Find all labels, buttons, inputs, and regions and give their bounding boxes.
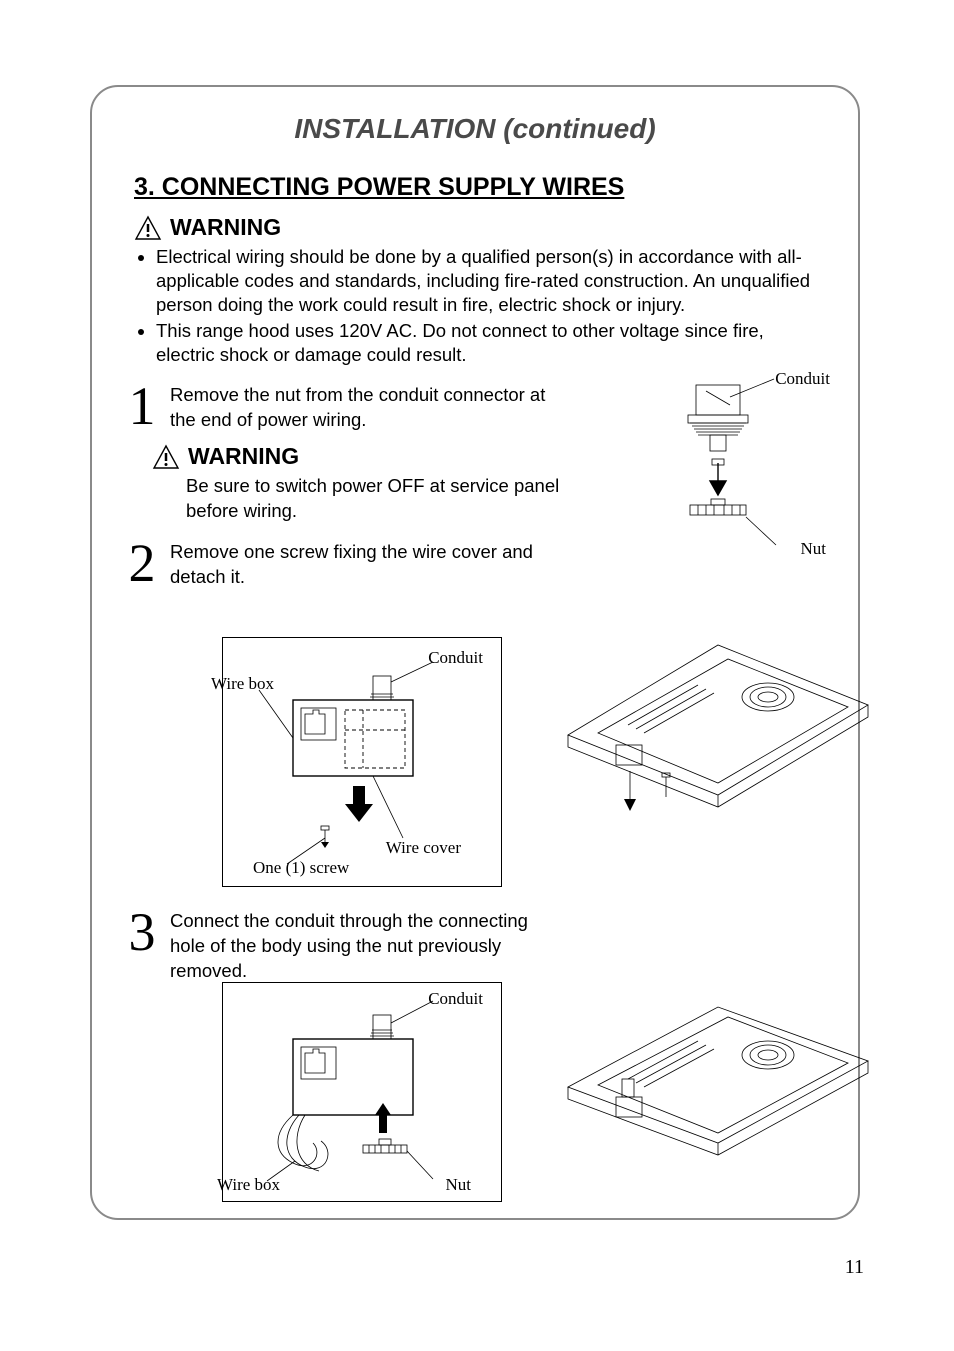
step-3: 3 Connect the conduit through the connec… <box>120 907 550 984</box>
figure-hood-iso-1 <box>558 575 878 835</box>
label-nut: Nut <box>801 539 827 559</box>
warning-label: WARNING <box>170 214 281 241</box>
hood-iso-1-icon <box>558 575 878 835</box>
label-wirebox-3: Wire box <box>217 1175 280 1195</box>
step-2-number: 2 <box>128 538 156 590</box>
warning-row: WARNING <box>120 214 830 241</box>
warning-triangle-icon <box>134 215 162 241</box>
figure-hood-iso-2 <box>558 957 878 1177</box>
label-conduit-3: Conduit <box>428 989 483 1009</box>
figure-wirebox: Wire box Conduit Wire cover One (1) scre… <box>222 637 502 887</box>
warning-mid-text: Be sure to switch power OFF at service p… <box>152 474 572 524</box>
warning-bullet-1: Electrical wiring should be done by a qu… <box>156 245 820 317</box>
warning-block-top: WARNING Electrical wiring should be done… <box>120 214 830 367</box>
page-title: INSTALLATION (continued) <box>120 113 830 145</box>
label-conduit-2: Conduit <box>428 648 483 668</box>
step-3-text: Connect the conduit through the connecti… <box>170 907 550 984</box>
step-1-text: Remove the nut from the conduit connecto… <box>170 381 550 433</box>
conduit-nut-icon <box>618 377 828 577</box>
warning-bullets: Electrical wiring should be done by a qu… <box>120 245 830 367</box>
step-1-number: 1 <box>128 381 156 433</box>
label-nut-3: Nut <box>446 1175 472 1195</box>
label-onescrew: One (1) screw <box>253 858 349 878</box>
step-2-text: Remove one screw fixing the wire cover a… <box>170 538 550 590</box>
label-wirecover: Wire cover <box>386 838 461 858</box>
page-frame: INSTALLATION (continued) 3. CONNECTING P… <box>90 85 860 1220</box>
label-wirebox: Wire box <box>211 674 274 694</box>
warning-label-mid: WARNING <box>188 443 299 470</box>
page-number: 11 <box>845 1256 864 1279</box>
figure-wirebox-3: Conduit Nut Wire box <box>222 982 502 1202</box>
hood-iso-2-icon <box>558 957 878 1177</box>
figure-conduit-nut: Conduit Nut <box>618 377 828 577</box>
label-conduit: Conduit <box>775 369 830 389</box>
step-3-number: 3 <box>128 907 156 984</box>
warning-triangle-icon <box>152 444 180 470</box>
warning-bullet-2: This range hood uses 120V AC. Do not con… <box>156 319 820 367</box>
wirebox-3-diagram-icon <box>223 983 503 1203</box>
section-heading: 3. CONNECTING POWER SUPPLY WIRES <box>120 173 830 202</box>
